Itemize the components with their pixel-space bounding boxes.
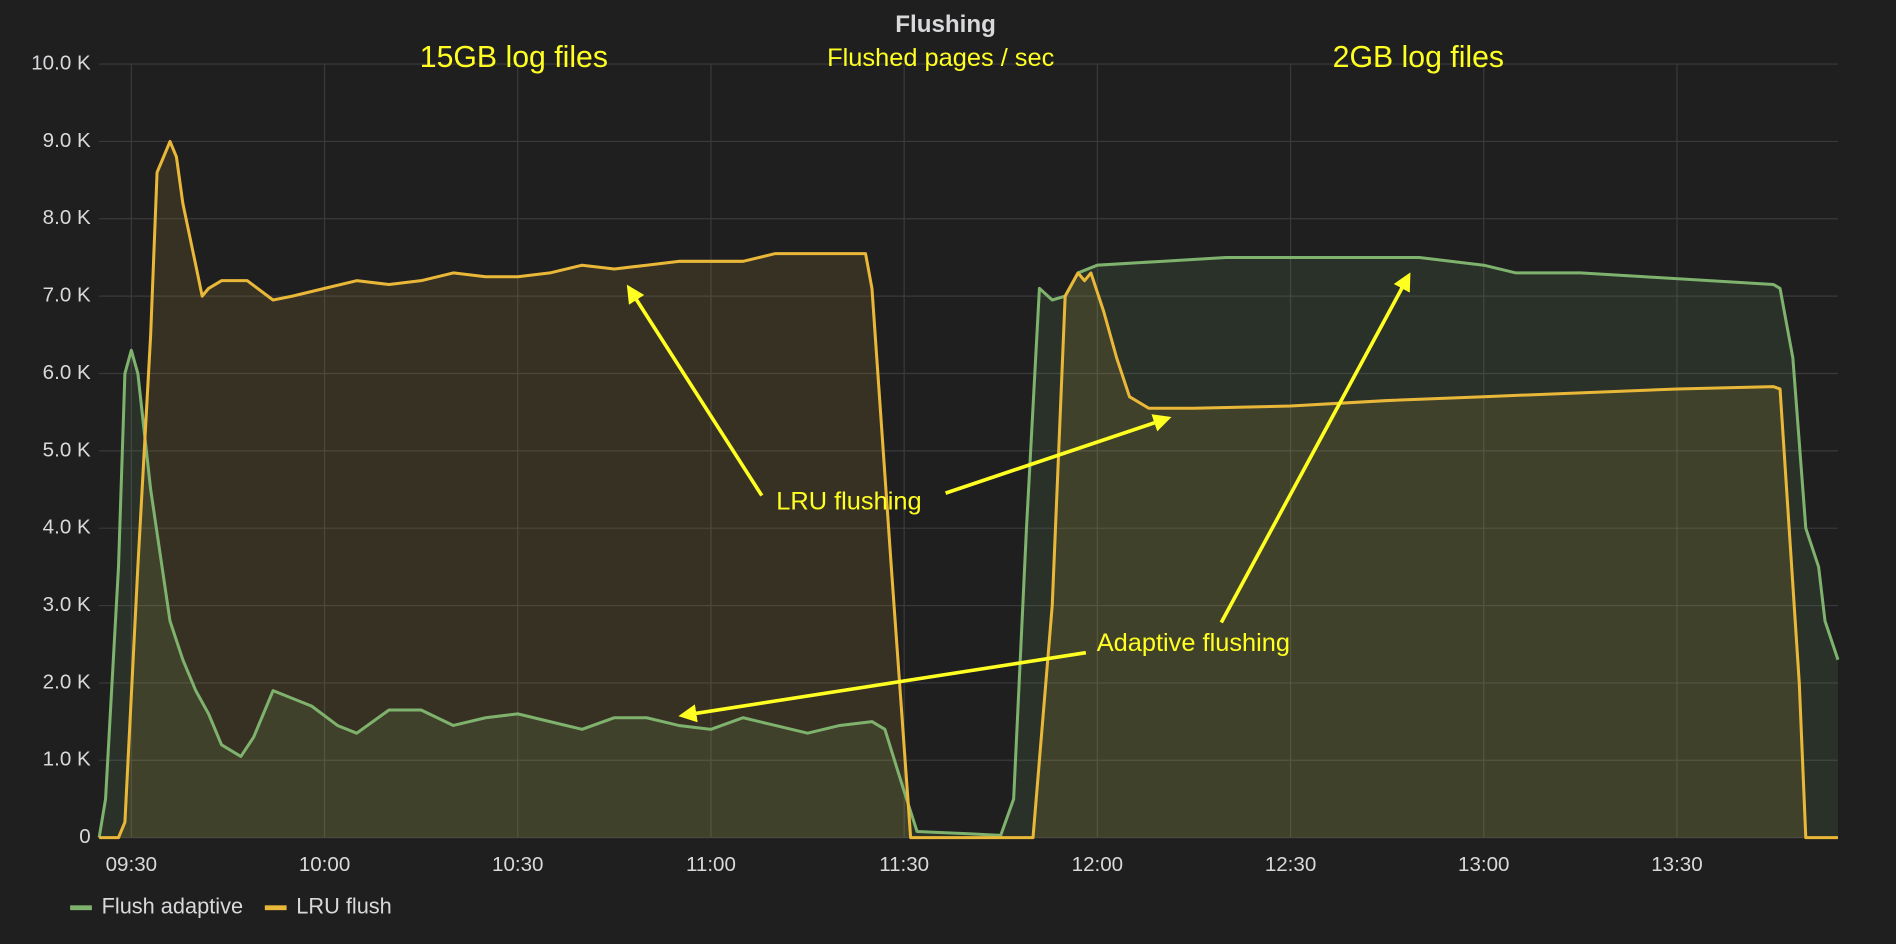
y-tick-label: 2.0 K — [43, 670, 91, 693]
x-tick-label: 13:00 — [1458, 853, 1509, 876]
y-tick-label: 9.0 K — [43, 129, 91, 152]
arrow — [1219, 272, 1411, 624]
area — [99, 257, 1838, 838]
x-tick-label: 11:00 — [686, 853, 736, 876]
annotation: 2GB log files — [1333, 41, 1504, 74]
line — [97, 255, 1840, 838]
y-tick-label: 8.0 K — [43, 206, 91, 229]
arrow — [626, 284, 764, 497]
x-tick-label: 13:30 — [1651, 853, 1702, 876]
y-tick-label: 7.0 K — [43, 284, 91, 307]
arrow — [678, 650, 1087, 723]
legend-swatch — [70, 905, 92, 911]
x-tick-label: 12:30 — [1265, 853, 1316, 876]
y-tick-label: 10.0 K — [31, 51, 91, 74]
annotation-arrows — [626, 272, 1411, 723]
x-tick-label: 11:30 — [879, 853, 929, 876]
annotation: 15GB log files — [420, 41, 608, 74]
y-tick-label: 4.0 K — [43, 516, 91, 539]
y-tick-label: 3.0 K — [43, 593, 91, 616]
x-tick-label: 12:00 — [1072, 853, 1123, 876]
annotation: Adaptive flushing — [1097, 629, 1290, 657]
line — [99, 139, 1838, 840]
y-tick-label: 1.0 K — [43, 748, 91, 771]
y-tick-label: 5.0 K — [43, 438, 91, 461]
y-tick-label: 6.0 K — [43, 361, 91, 384]
x-tick-label: 10:00 — [299, 853, 350, 876]
legend-swatch — [264, 905, 287, 911]
arrow — [945, 414, 1172, 495]
y-tick-label: 0 — [79, 825, 90, 848]
legend-label: LRU flush — [296, 893, 392, 918]
x-tick-label: 09:30 — [106, 853, 157, 876]
legend-label: Flush adaptive — [102, 893, 243, 918]
annotation: Flushed pages / sec — [827, 44, 1054, 72]
area — [99, 141, 1838, 838]
chart-title: Flushing — [895, 11, 996, 38]
annotation: LRU flushing — [776, 488, 921, 516]
x-tick-label: 10:30 — [492, 853, 543, 876]
